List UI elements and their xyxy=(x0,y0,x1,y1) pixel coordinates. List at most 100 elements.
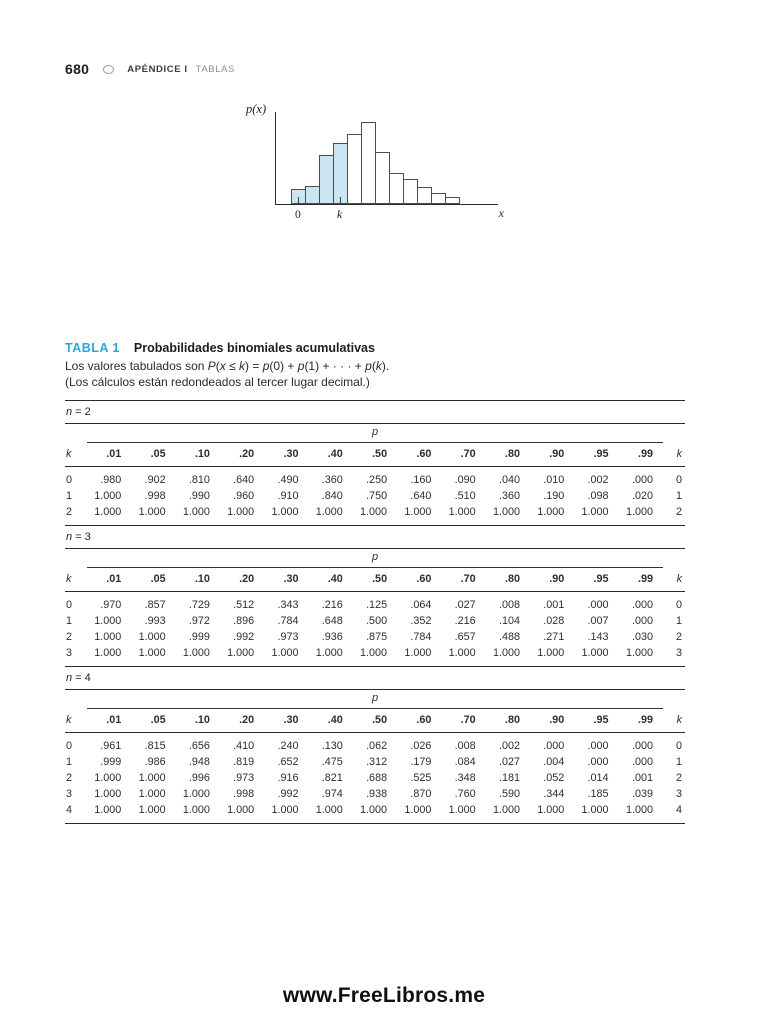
histogram-bar xyxy=(319,155,334,204)
p-value-column-header: .40 xyxy=(308,442,353,467)
p-value-column-header: .95 xyxy=(574,567,619,592)
formula-segment: p xyxy=(297,359,305,373)
k-header-left: k xyxy=(65,567,87,592)
probability-cell: .948 xyxy=(188,756,210,768)
formula-segment: ( xyxy=(371,359,376,373)
table-row: 0 .970 .857 .729 .512 .343 .216 .125 .064 .027 .00… xyxy=(65,592,685,614)
probability-cell: .870 xyxy=(410,788,432,800)
formula-segment: (0) + xyxy=(269,359,298,373)
probability-cell: .960 xyxy=(233,490,255,502)
probability-cell: 1.000 xyxy=(138,804,166,816)
k-value-right: 1 xyxy=(675,490,682,502)
probability-cell: .648 xyxy=(321,615,343,627)
probability-cell: 1.000 xyxy=(581,647,609,659)
k-value-right: 2 xyxy=(675,506,682,518)
probability-cell: .216 xyxy=(321,599,343,611)
probability-cell: .000 xyxy=(587,756,609,768)
p-value-column-header: .60 xyxy=(397,567,442,592)
probability-cell: .896 xyxy=(233,615,255,627)
probability-cell: .008 xyxy=(454,740,476,752)
k-value-left: 1 xyxy=(66,615,73,627)
k-value-right: 3 xyxy=(675,647,682,659)
probability-cell: .343 xyxy=(277,599,299,611)
probability-cell: .000 xyxy=(631,615,653,627)
probability-cell: .098 xyxy=(587,490,609,502)
p-value-column-header: .30 xyxy=(264,567,309,592)
k-value-left: 0 xyxy=(66,599,73,611)
p-value-column-header: .01 xyxy=(87,442,132,467)
probability-cell: .062 xyxy=(366,740,388,752)
probability-cell: .104 xyxy=(498,615,520,627)
k-value-right: 0 xyxy=(675,740,682,752)
histogram-bar xyxy=(445,197,460,204)
p-column-header: p xyxy=(87,549,663,568)
probability-cell: 1.000 xyxy=(94,615,122,627)
formula-segment: ( xyxy=(215,359,220,373)
k-header-left: k xyxy=(65,708,87,733)
probability-cell: 1.000 xyxy=(138,772,166,784)
probability-cell: .000 xyxy=(631,474,653,486)
k-header-right: k xyxy=(663,567,685,592)
histogram-bar xyxy=(375,152,390,204)
table-title: Probabilidades binomiales acumulativas xyxy=(133,341,375,355)
binomial-table-n3: p k .01.05.10.20.30.40.50.60.70.80.90.95.9… xyxy=(65,549,685,666)
tick-label-zero: 0 xyxy=(295,209,301,221)
n-label: n = 2 xyxy=(66,406,91,418)
probability-cell: 1.000 xyxy=(404,804,432,816)
p-value-column-header: .90 xyxy=(529,567,575,592)
probability-cell: .688 xyxy=(366,772,388,784)
probability-cell: .312 xyxy=(366,756,388,768)
p-value-column-header: .95 xyxy=(574,442,619,467)
probability-cell: 1.000 xyxy=(182,506,210,518)
p-value-column-header: .50 xyxy=(352,567,398,592)
p-value-column-header: .80 xyxy=(485,442,530,467)
binomial-tables: n = 2 p k .01.05.10.20.30.40.50.60.70.80.90… xyxy=(65,400,685,824)
probability-cell: .916 xyxy=(277,772,299,784)
probability-cell: .510 xyxy=(454,490,476,502)
probability-cell: .760 xyxy=(454,788,476,800)
page-number: 680 xyxy=(65,61,90,77)
probability-cell: 1.000 xyxy=(138,788,166,800)
probability-cell: .980 xyxy=(100,474,122,486)
p-value-column-header: .70 xyxy=(441,708,486,733)
probability-cell: .821 xyxy=(321,772,343,784)
probability-cell: .973 xyxy=(233,772,255,784)
horizontal-rule xyxy=(65,400,685,401)
probability-cell: 1.000 xyxy=(138,647,166,659)
formula-segment: ≤ xyxy=(225,359,240,373)
footer-watermark: www.FreeLibros.me xyxy=(282,984,486,1007)
probability-cell: .992 xyxy=(277,788,299,800)
probability-cell: 1.000 xyxy=(138,631,166,643)
probability-cell: 1.000 xyxy=(94,788,122,800)
table-row: 0 .961 .815 .656 .410 .240 .130 .062 .026 .008 .00… xyxy=(65,733,685,755)
probability-cell: 1.000 xyxy=(537,647,565,659)
formula-segment: p xyxy=(262,359,270,373)
probability-cell: .902 xyxy=(144,474,166,486)
probability-cell: .027 xyxy=(454,599,476,611)
probability-cell: .000 xyxy=(631,756,653,768)
probability-cell: .240 xyxy=(277,740,299,752)
formula-line: Los valores tabulados son P(x ≤ k) = p(0… xyxy=(65,358,665,374)
probability-cell: .052 xyxy=(543,772,565,784)
probability-cell: 1.000 xyxy=(227,647,255,659)
column-header-row: k .01.05.10.20.30.40.50.60.70.80.90.95.99… xyxy=(65,567,685,592)
probability-cell: .130 xyxy=(321,740,343,752)
probability-cell: .039 xyxy=(631,788,653,800)
caption-line: TABLA 1 Probabilidades binomiales acumula… xyxy=(65,341,665,355)
p-value-column-header: .80 xyxy=(485,708,530,733)
probability-cell: .084 xyxy=(454,756,476,768)
p-value-column-header: .90 xyxy=(529,442,575,467)
n-label: n = 3 xyxy=(66,531,91,543)
probability-cell: .500 xyxy=(366,615,388,627)
probability-cell: 1.000 xyxy=(537,804,565,816)
probability-cell: 1.000 xyxy=(315,506,343,518)
horizontal-rule xyxy=(65,525,685,526)
formula-pre: Los valores tabulados son xyxy=(65,359,208,373)
k-value-left: 2 xyxy=(66,506,73,518)
p-value-column-header: .70 xyxy=(441,567,486,592)
histogram-plot: 0 k x xyxy=(275,112,504,221)
probability-cell: 1.000 xyxy=(360,804,388,816)
section-marker-icon xyxy=(103,64,115,74)
probability-cell: 1.000 xyxy=(448,804,476,816)
probability-cell: 1.000 xyxy=(94,631,122,643)
